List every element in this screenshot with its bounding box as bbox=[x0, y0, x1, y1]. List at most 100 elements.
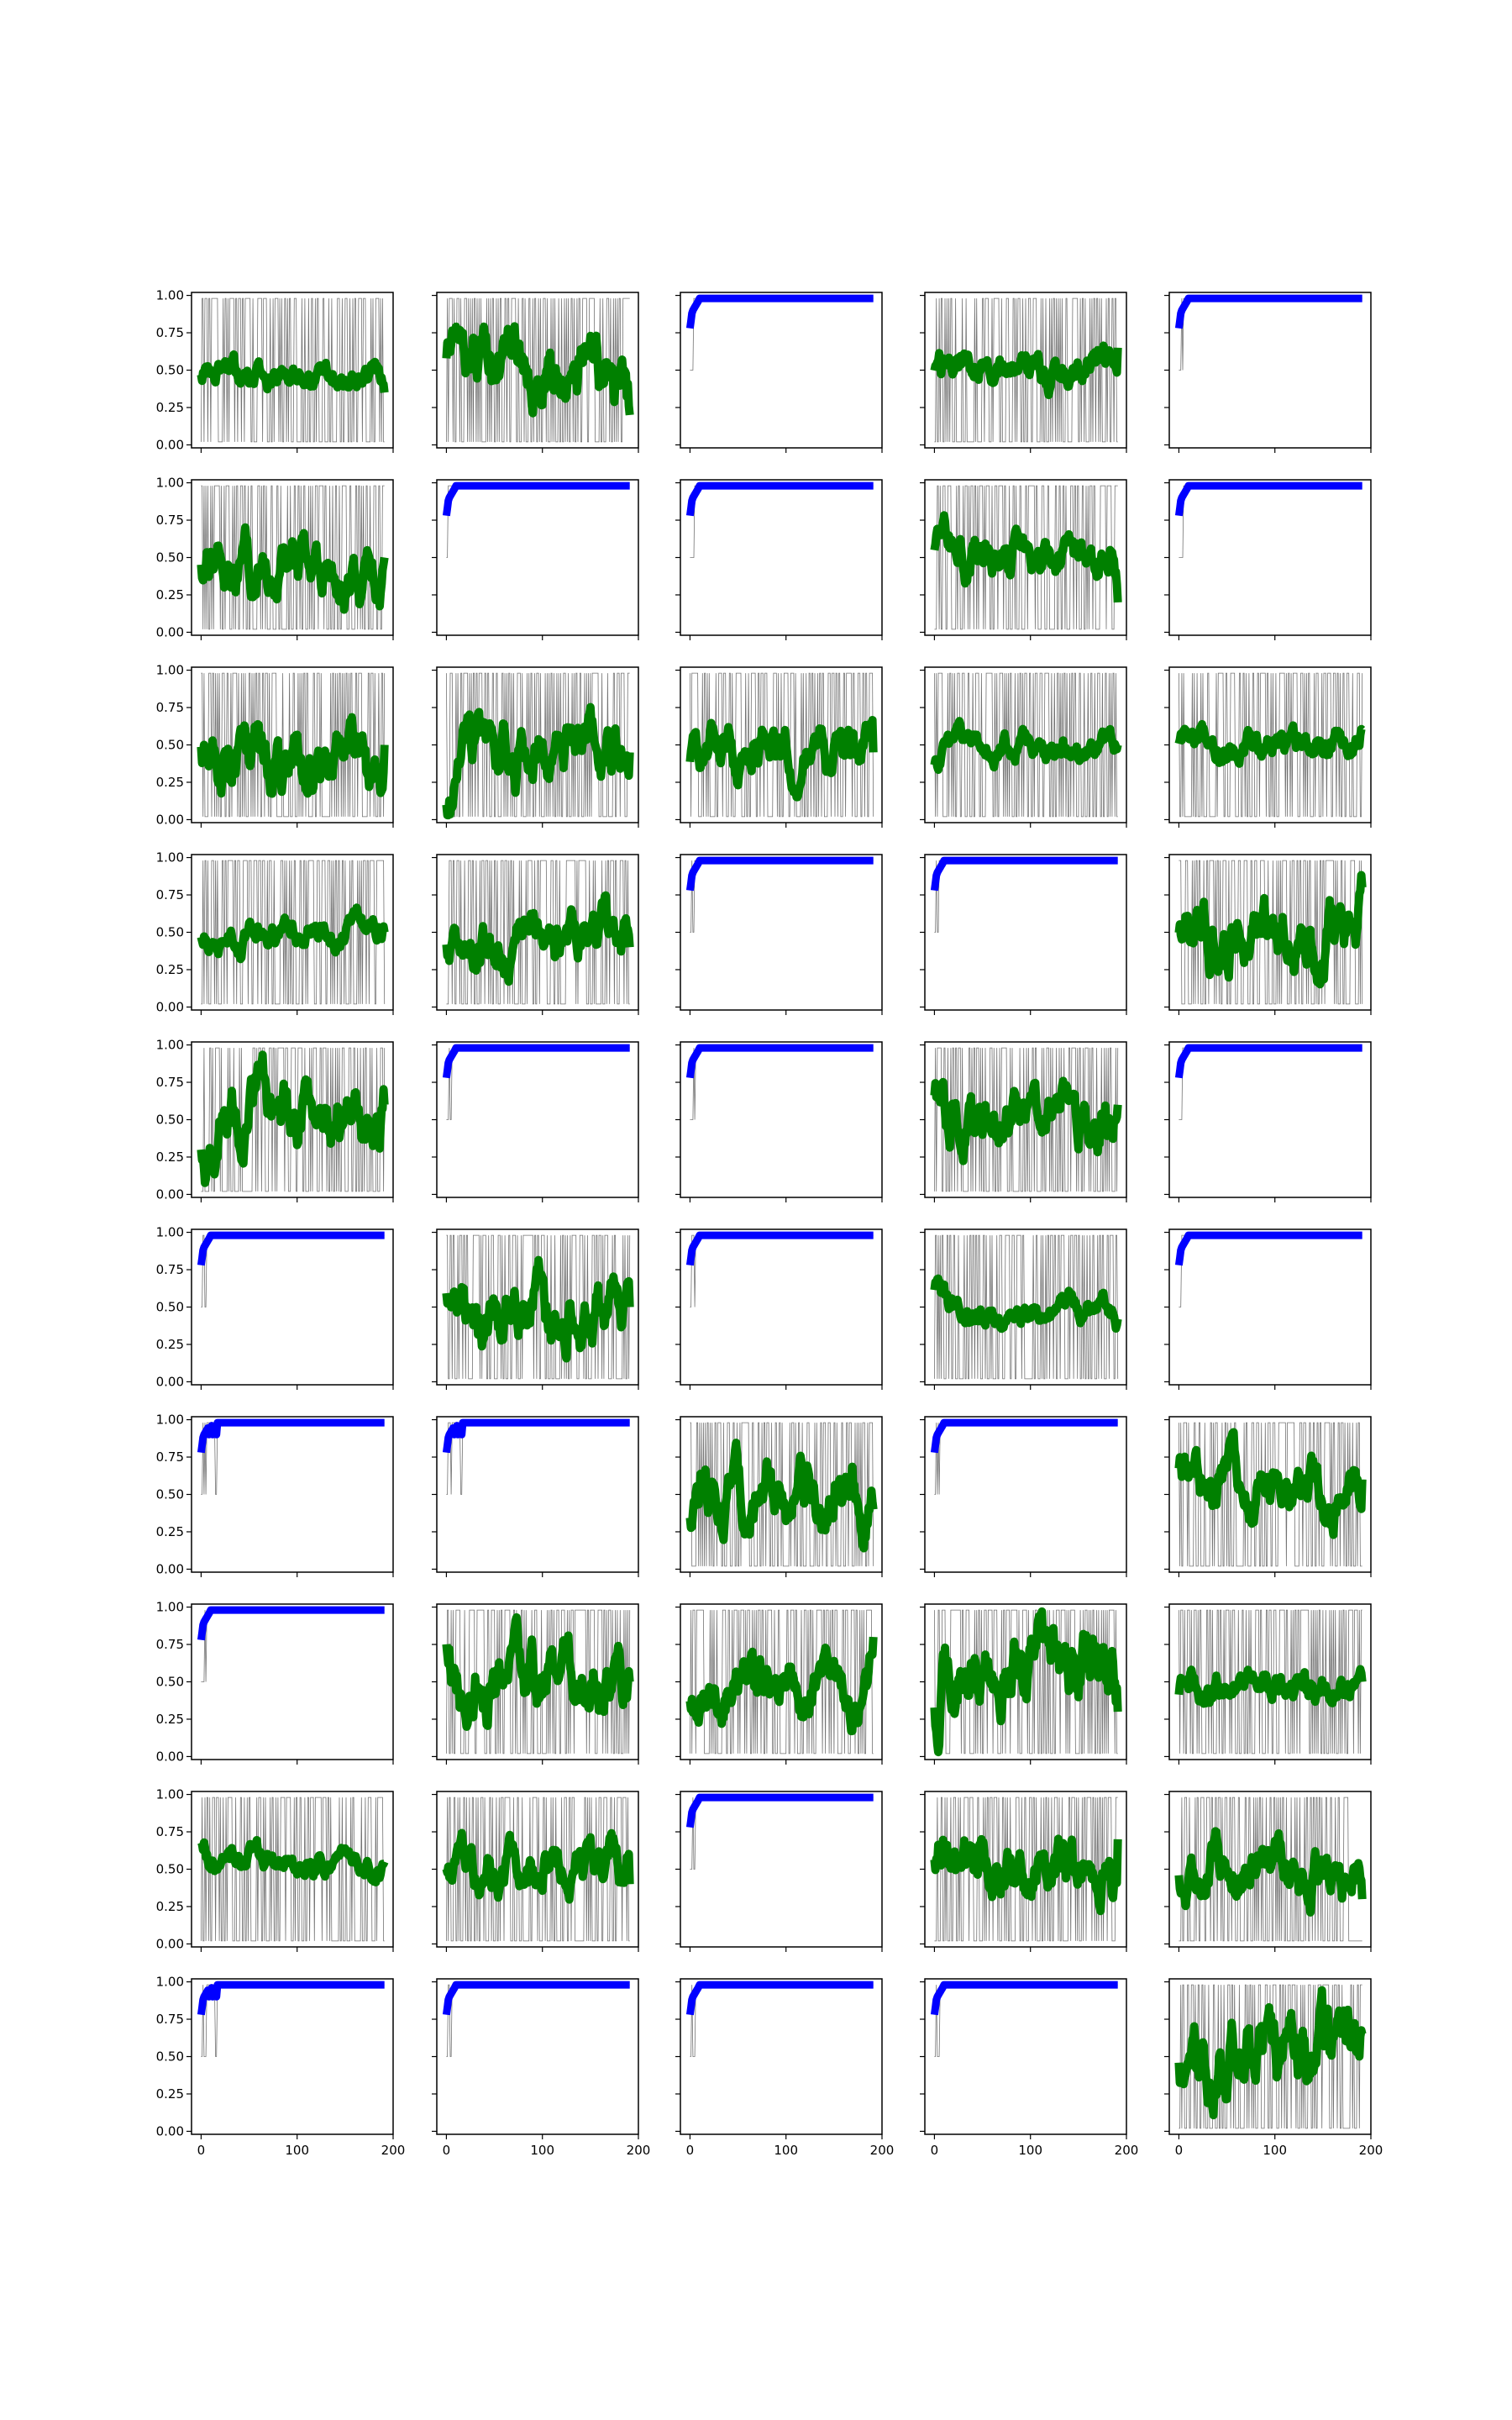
subplot-r0-c1 bbox=[432, 292, 639, 453]
y-tick-label: 0.25 bbox=[156, 775, 184, 790]
raw-series-line bbox=[1179, 297, 1362, 371]
subplot-r7-c2 bbox=[675, 1603, 883, 1765]
raw-series-line bbox=[690, 1984, 874, 2057]
subplot-r1-c1 bbox=[432, 479, 639, 640]
converged-series-line bbox=[930, 1418, 1121, 1454]
axes-frame bbox=[1168, 479, 1372, 636]
x-tick-label: 200 bbox=[627, 2143, 651, 2158]
y-tick-label: 0.00 bbox=[156, 812, 184, 827]
subplot-r6-c1 bbox=[432, 1416, 639, 1577]
axes-frame bbox=[680, 1041, 883, 1198]
x-tick-label: 0 bbox=[443, 2143, 451, 2158]
subplot-r7-c0: 0.00 0.25 0.50 0.75 1.00 bbox=[156, 1600, 394, 1765]
converged-series-line bbox=[685, 1044, 877, 1079]
subplot-r8-c2 bbox=[675, 1791, 883, 1952]
subplot-r3-c1 bbox=[432, 854, 639, 1015]
y-tick-label: 0.00 bbox=[156, 1936, 184, 1951]
converged-series-line bbox=[197, 1981, 388, 2016]
y-tick-label: 0.00 bbox=[156, 1749, 184, 1764]
subplot-r8-c1 bbox=[432, 1791, 639, 1952]
axes-frame bbox=[191, 1228, 394, 1386]
moving-average-line bbox=[685, 1439, 878, 1553]
raw-series-line bbox=[934, 485, 1118, 630]
moving-average-line bbox=[930, 1274, 1122, 1334]
subplot-r6-c0: 0.00 0.25 0.50 0.75 1.00 bbox=[156, 1413, 394, 1577]
converged-series-line bbox=[442, 481, 633, 517]
subplot-r1-c2 bbox=[675, 479, 883, 640]
converged-series-line bbox=[1174, 481, 1366, 517]
y-tick-label: 0.25 bbox=[156, 2086, 184, 2102]
raw-series-line bbox=[446, 1234, 631, 1380]
raw-series-line bbox=[1179, 860, 1363, 1005]
converged-series-line bbox=[442, 1981, 633, 2016]
y-tick-label: 0.00 bbox=[156, 1186, 184, 1202]
converged-series-line bbox=[1174, 294, 1366, 329]
moving-average-line bbox=[197, 713, 389, 798]
subplot-r7-c1 bbox=[432, 1603, 639, 1765]
axes-frame bbox=[680, 1791, 883, 1948]
converged-series-line bbox=[197, 1231, 388, 1266]
moving-average-line bbox=[442, 322, 634, 418]
raw-series-line bbox=[446, 1797, 630, 1942]
y-tick-label: 0.00 bbox=[156, 999, 184, 1014]
moving-average-line bbox=[930, 341, 1122, 399]
subplot-r7-c4 bbox=[1164, 1603, 1372, 1765]
converged-series-line bbox=[685, 481, 877, 517]
raw-series-line bbox=[201, 1047, 386, 1192]
subplot-r2-c4 bbox=[1164, 666, 1372, 828]
moving-average-line bbox=[197, 350, 389, 394]
y-tick-label: 0.25 bbox=[156, 962, 184, 977]
subplot-r5-c4 bbox=[1164, 1228, 1372, 1390]
subplot-r6-c3 bbox=[920, 1416, 1127, 1577]
subplot-r8-c4 bbox=[1164, 1791, 1372, 1952]
axes-frame bbox=[680, 1228, 883, 1386]
moving-average-line bbox=[685, 1636, 878, 1736]
subplot-r1-c3 bbox=[920, 479, 1127, 640]
subplot-r2-c3 bbox=[920, 666, 1127, 828]
moving-average-line bbox=[930, 1607, 1122, 1757]
y-tick-label: 0.25 bbox=[156, 1150, 184, 1165]
moving-average-line bbox=[442, 702, 634, 820]
y-tick-label: 0.25 bbox=[156, 1712, 184, 1727]
subplot-r0-c4 bbox=[1164, 292, 1372, 453]
subplot-r6-c4 bbox=[1164, 1416, 1372, 1577]
y-tick-label: 1.00 bbox=[156, 288, 184, 303]
x-tick-label: 100 bbox=[285, 2143, 309, 2158]
subplot-r5-c1 bbox=[432, 1228, 639, 1390]
axes-frame bbox=[1168, 1041, 1372, 1198]
subplot-r9-c0: 0.00 0.25 0.50 0.75 1.00 0 100 200 bbox=[156, 1975, 406, 2158]
x-tick-label: 0 bbox=[1175, 2143, 1184, 2158]
raw-series-line bbox=[1179, 1234, 1362, 1307]
subplot-r4-c2 bbox=[675, 1041, 883, 1202]
axes-frame bbox=[191, 1416, 394, 1573]
y-tick-label: 0.25 bbox=[156, 587, 184, 602]
axes-frame bbox=[436, 1978, 639, 2135]
axes-frame bbox=[680, 854, 883, 1011]
raw-series-line bbox=[934, 1797, 1118, 1942]
axes-frame bbox=[680, 292, 883, 449]
subplot-r4-c0: 0.00 0.25 0.50 0.75 1.00 bbox=[156, 1038, 394, 1202]
y-tick-label: 0.75 bbox=[156, 2012, 184, 2027]
x-tick-label: 100 bbox=[530, 2143, 554, 2158]
moving-average-line bbox=[197, 1836, 389, 1886]
moving-average-line bbox=[1174, 871, 1367, 989]
y-tick-label: 0.00 bbox=[156, 1561, 184, 1576]
y-tick-label: 0.50 bbox=[156, 363, 184, 378]
raw-series-line bbox=[1179, 1609, 1362, 1754]
subplot-r8-c0: 0.00 0.25 0.50 0.75 1.00 bbox=[156, 1787, 394, 1952]
moving-average-line bbox=[442, 1255, 634, 1363]
x-tick-label: 0 bbox=[931, 2143, 939, 2158]
converged-series-line bbox=[685, 856, 877, 892]
raw-series-line bbox=[201, 860, 386, 1005]
subplot-r9-c1: 0 100 200 bbox=[432, 1978, 651, 2158]
y-tick-label: 0.50 bbox=[156, 925, 184, 940]
raw-series-line bbox=[690, 1797, 874, 1870]
subplot-r2-c1 bbox=[432, 666, 639, 828]
y-tick-label: 1.00 bbox=[156, 663, 184, 678]
subplot-r2-c2 bbox=[675, 666, 883, 828]
raw-series-line bbox=[690, 1609, 874, 1754]
subplot-r7-c3 bbox=[920, 1603, 1127, 1765]
x-tick-label: 200 bbox=[381, 2143, 406, 2158]
axes-frame bbox=[436, 1041, 639, 1198]
x-tick-label: 200 bbox=[1359, 2143, 1383, 2158]
